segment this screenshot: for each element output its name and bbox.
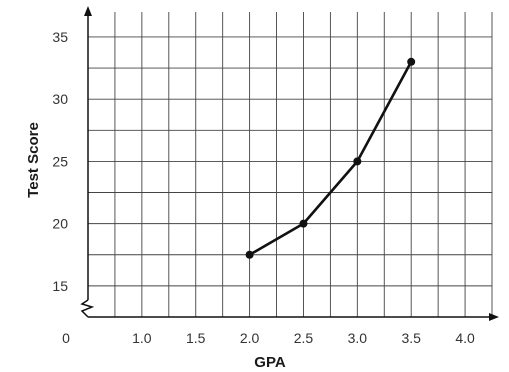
- x-tick-label: 2.0: [240, 330, 260, 346]
- y-tick-label: 30: [52, 91, 68, 107]
- y-tick-label: 35: [52, 29, 68, 45]
- data-point: [353, 157, 362, 166]
- x-tick-label: 2.5: [294, 330, 314, 346]
- axes: [80, 6, 499, 321]
- origin-label: 0: [62, 330, 70, 346]
- data-series: [245, 57, 416, 259]
- grid: [88, 12, 493, 317]
- x-tick-label: 1.0: [132, 330, 152, 346]
- data-point: [407, 57, 416, 66]
- y-axis-title: Test Score: [25, 122, 42, 198]
- x-tick-label: 1.5: [186, 330, 206, 346]
- data-point: [245, 250, 254, 259]
- x-tick-label: 4.0: [455, 330, 475, 346]
- x-axis-arrow: [489, 313, 499, 321]
- x-axis-title: GPA: [254, 354, 286, 371]
- y-axis-arrow: [84, 6, 92, 16]
- y-axis-break: [80, 299, 95, 318]
- x-tick-label: 3.0: [348, 330, 368, 346]
- y-tick-label: 25: [52, 153, 68, 169]
- data-point: [299, 219, 308, 228]
- y-tick-label: 15: [52, 278, 68, 294]
- series-line: [248, 61, 413, 256]
- tick-labels: 1.0 1.5 2.0 2.5 3.0 3.5 4.0 15 20 25 30 35: [52, 29, 475, 346]
- x-tick-label: 3.5: [401, 330, 421, 346]
- y-tick-label: 20: [52, 216, 68, 232]
